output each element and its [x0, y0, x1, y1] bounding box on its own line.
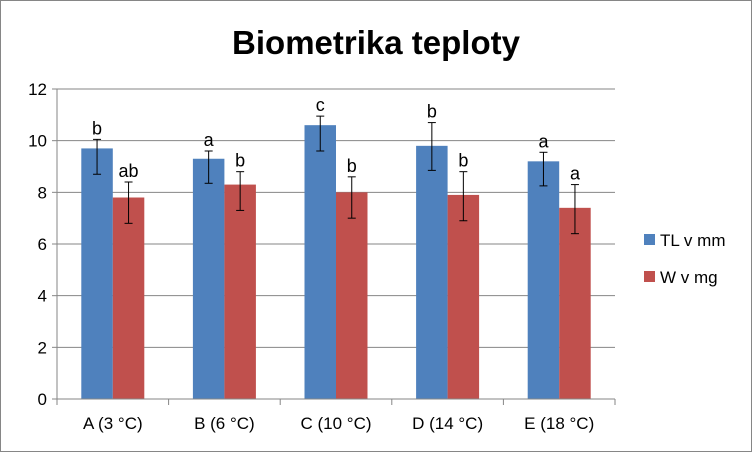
bar-tl	[527, 161, 560, 399]
x-tick-label: C (10 °C)	[300, 414, 371, 433]
significance-label: c	[316, 95, 325, 115]
y-tick-label: 8	[38, 183, 47, 202]
y-tick-label: 0	[38, 390, 47, 409]
chart-title: Biometrika teploty	[232, 24, 521, 61]
y-tick-label: 2	[38, 338, 47, 357]
bar-w	[112, 197, 145, 399]
bar-w	[224, 184, 256, 399]
bar-tl	[416, 145, 448, 399]
legend: TL v mm W v mg	[644, 231, 725, 287]
legend-label: TL v mm	[660, 231, 725, 250]
legend-label: W v mg	[660, 268, 718, 287]
significance-label: a	[538, 131, 549, 151]
x-tick-label: A (3 °C)	[83, 414, 143, 433]
significance-label: b	[92, 118, 102, 138]
bar-tl	[81, 148, 113, 399]
bar-w	[447, 194, 480, 399]
significance-label: a	[204, 130, 215, 150]
significance-label: a	[570, 164, 581, 184]
bar-w	[559, 207, 591, 399]
significance-label: b	[235, 151, 245, 171]
x-tick-label: D (14 °C)	[412, 414, 483, 433]
bar-tl	[192, 158, 225, 399]
y-tick-label: 10	[28, 132, 47, 151]
bar-w	[336, 192, 368, 399]
axes: 0 2 4 6 8 10 12 A (3 °C) B (6 °C) C (10 °C) D (14 …	[28, 80, 616, 433]
x-tick-label: E (18 °C)	[524, 414, 594, 433]
legend-swatch	[644, 234, 655, 245]
y-tick-label: 6	[38, 235, 47, 254]
bar-tl	[304, 125, 336, 400]
significance-label: b	[347, 156, 357, 176]
y-tick-label: 12	[28, 80, 47, 99]
y-tick-label: 4	[38, 287, 47, 306]
significance-label: ab	[119, 161, 139, 181]
x-tick-label: B (6 °C)	[194, 414, 255, 433]
legend-swatch	[644, 271, 655, 282]
significance-label: b	[427, 102, 437, 122]
significance-label: b	[458, 151, 468, 171]
bars	[81, 125, 591, 400]
